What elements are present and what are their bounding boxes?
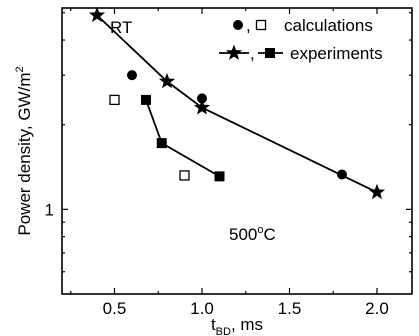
annotation-500c-degree: o: [257, 224, 263, 236]
annotation-500c: 500oC: [229, 224, 276, 244]
data-point: [197, 93, 207, 104]
data-series: [88, 6, 386, 200]
y-axis-title-superscript: 2: [14, 66, 26, 72]
data-point: [179, 170, 190, 181]
x-axis-title-symbol: t: [211, 315, 216, 334]
data-point: [158, 72, 176, 89]
series-hot_calc: [109, 94, 190, 181]
legend-star-marker: [225, 44, 243, 60]
x-axis-title: tBD, ms: [211, 315, 263, 336]
x-tick-label: 1.5: [278, 299, 302, 318]
legend-open-square-marker: [255, 19, 267, 31]
data-point: [141, 94, 151, 105]
legend-filled-square-marker: [265, 48, 275, 58]
legend-experiments-label: experiments: [290, 44, 383, 63]
x-tick-label: 0.5: [103, 299, 127, 318]
plot-frame: [61, 7, 413, 295]
legend-separator: ,: [246, 16, 251, 35]
annotation-500c-value: 500: [229, 225, 257, 244]
annotation-rt: RT: [110, 18, 132, 37]
legend-circle-marker: [233, 20, 243, 30]
data-point: [109, 94, 120, 106]
y-axis-title: Power density, GW/m2: [14, 66, 34, 235]
series-rt_exp: [88, 6, 386, 200]
x-tick-label: 2.0: [365, 299, 389, 318]
plot-area-border: [61, 7, 413, 295]
x-axis-title-unit: , ms: [231, 315, 263, 334]
legend-separator: ,: [250, 44, 255, 63]
annotation-500c-unit: C: [264, 225, 276, 244]
legend: , calculations, experiments: [219, 16, 383, 63]
data-point: [127, 70, 137, 81]
series-hot_exp: [141, 94, 225, 182]
data-point: [156, 138, 167, 149]
legend-calculations-label: calculations: [284, 16, 373, 35]
data-point: [88, 6, 106, 23]
series-line: [96, 14, 378, 194]
data-point: [193, 99, 211, 115]
data-point: [368, 183, 386, 200]
y-tick-label: 1: [45, 200, 54, 219]
x-tick-label: 1.0: [190, 299, 214, 318]
chart-labels: RT 500oC, calculations, experiments tBD, ms P…: [14, 16, 383, 336]
y-axis-title-text: Power density, GW/m: [15, 73, 34, 236]
x-axis-title-subscript: BD: [216, 326, 231, 336]
data-point: [214, 171, 225, 182]
axis-ticks: 0.5 1.0 1.5 2.0 1: [45, 8, 412, 318]
